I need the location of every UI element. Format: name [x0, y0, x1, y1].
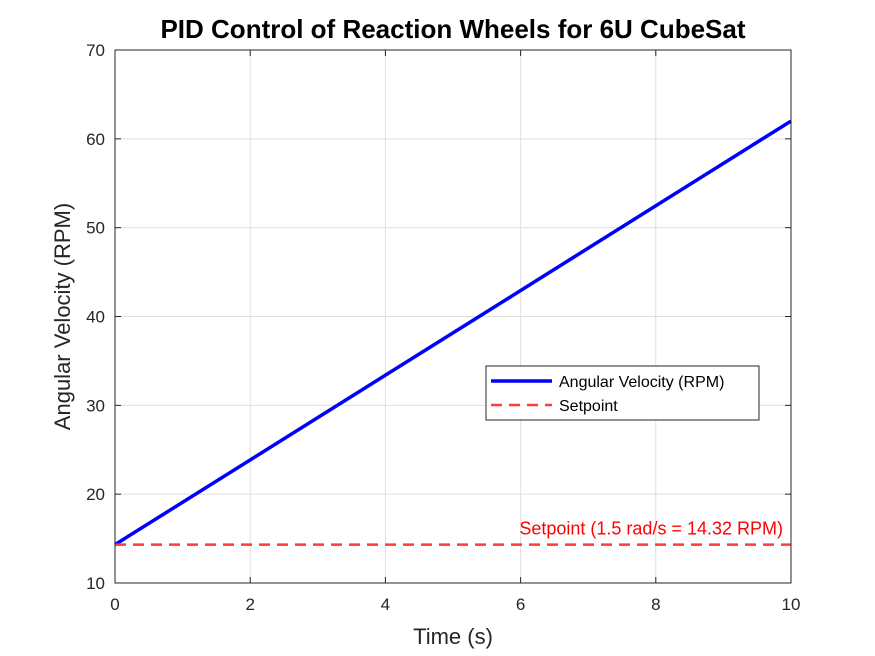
legend-label: Angular Velocity (RPM): [559, 374, 724, 391]
x-tick-label: 0: [110, 595, 119, 614]
y-tick-label: 10: [86, 574, 105, 593]
y-tick-label: 20: [86, 485, 105, 504]
y-tick-label: 70: [86, 41, 105, 60]
y-tick-label: 60: [86, 130, 105, 149]
series-group: [114, 119, 792, 547]
series-line-angular-velocity: [114, 119, 792, 547]
x-tick-label: 6: [516, 595, 525, 614]
legend-box: [485, 365, 760, 421]
y-tick-label: 30: [86, 396, 105, 415]
x-tick-label: 10: [782, 595, 801, 614]
y-tick-label: 50: [86, 219, 105, 238]
y-axis-label: Angular Velocity (RPM): [50, 203, 75, 430]
x-tick-label: 4: [381, 595, 390, 614]
x-tick-label: 8: [651, 595, 660, 614]
legend: Angular Velocity (RPM) Setpoint: [485, 365, 760, 421]
ticks: 0 2 4 6 8 10 10 20 30 40 50 60 70: [86, 41, 800, 614]
chart-title: PID Control of Reaction Wheels for 6U Cu…: [160, 14, 745, 44]
y-tick-label: 40: [86, 308, 105, 327]
x-axis-label: Time (s): [413, 624, 493, 649]
plot-area: 0 2 4 6 8 10 10 20 30 40 50 60 70: [86, 41, 800, 614]
setpoint-annotation: Setpoint (1.5 rad/s = 14.32 RPM): [519, 519, 783, 539]
legend-label: Setpoint: [559, 398, 618, 415]
x-tick-label: 2: [245, 595, 254, 614]
